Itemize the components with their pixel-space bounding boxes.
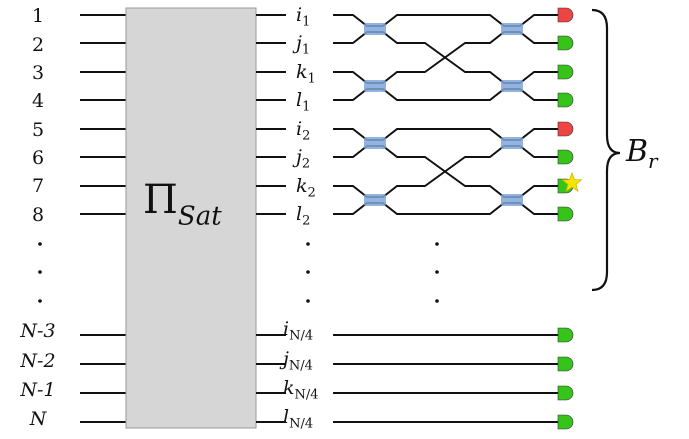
input-label-6: 6 — [31, 147, 45, 169]
waveguide-network — [333, 14, 563, 423]
output-label-j1: j1 — [296, 32, 311, 58]
brace-label: Br — [626, 134, 658, 173]
curly-brace — [591, 8, 621, 292]
beam-splitter — [501, 23, 523, 35]
output-label-j2: j2 — [296, 146, 311, 172]
ellipsis-dot — [38, 270, 42, 274]
waveguide — [333, 88, 563, 101]
detector-icon — [557, 64, 574, 80]
detector-icon — [557, 206, 574, 222]
detector-icon — [557, 7, 574, 23]
input-label-3: 3 — [31, 62, 45, 84]
ellipsis-dot — [38, 242, 42, 246]
ellipsis-dot — [435, 270, 439, 274]
detector-icon — [557, 149, 574, 165]
detectors — [557, 7, 574, 430]
beam-splitter — [364, 137, 386, 149]
output-label-kN4: kN/4 — [283, 377, 319, 403]
output-label-i1: i1 — [296, 4, 311, 30]
output-label-i2: i2 — [296, 118, 311, 144]
star-icon — [561, 171, 583, 193]
output-label-lN4: lN/4 — [283, 406, 314, 432]
beam-splitter — [364, 23, 386, 35]
input-label-2: 2 — [31, 34, 45, 56]
ellipsis-dot — [306, 270, 310, 274]
output-stubs — [256, 14, 286, 423]
ellipsis-dot — [38, 299, 42, 303]
ellipsis-dot — [435, 299, 439, 303]
detector-icon — [557, 414, 574, 430]
output-label-k1: k1 — [296, 61, 316, 87]
box-symbol: Π — [143, 177, 178, 223]
box-label: ΠSat — [143, 180, 222, 230]
input-label-4: 4 — [31, 90, 45, 112]
output-label-jN4: jN/4 — [283, 348, 313, 374]
output-label-l2: l2 — [296, 203, 311, 229]
waveguide — [333, 128, 563, 141]
beam-splitter — [364, 194, 386, 206]
input-label-n-1: N-1 — [20, 379, 56, 401]
input-label-n-3: N-3 — [20, 320, 56, 342]
input-label-7: 7 — [31, 175, 45, 197]
detector-icon — [557, 92, 574, 108]
waveguide — [333, 14, 563, 27]
ellipsis-dot — [306, 242, 310, 246]
beam-splitter — [364, 80, 386, 92]
waveguide — [333, 202, 563, 215]
detector-icon — [557, 121, 574, 137]
input-label-8: 8 — [31, 204, 45, 226]
input-lines — [80, 14, 126, 423]
pi-sat-box — [125, 7, 257, 429]
detector-icon — [557, 356, 574, 372]
output-label-l1: l1 — [296, 89, 311, 115]
box-subscript: Sat — [177, 201, 222, 232]
input-label-5: 5 — [31, 119, 45, 141]
ellipsis-dot — [306, 299, 310, 303]
beam-splitters — [364, 23, 523, 206]
detector-icon — [557, 385, 574, 401]
beam-splitter — [501, 137, 523, 149]
input-label-1: 1 — [31, 5, 45, 27]
beam-splitter — [501, 80, 523, 92]
input-label-n: N — [29, 408, 47, 430]
output-label-k2: k2 — [296, 175, 316, 201]
ellipsis-dots — [38, 242, 439, 303]
detector-icon — [557, 35, 574, 51]
detector-icon — [557, 327, 574, 343]
ellipsis-dot — [435, 242, 439, 246]
output-label-iN4: iN/4 — [283, 318, 314, 344]
input-label-n-2: N-2 — [20, 350, 56, 372]
beam-splitter — [501, 194, 523, 206]
